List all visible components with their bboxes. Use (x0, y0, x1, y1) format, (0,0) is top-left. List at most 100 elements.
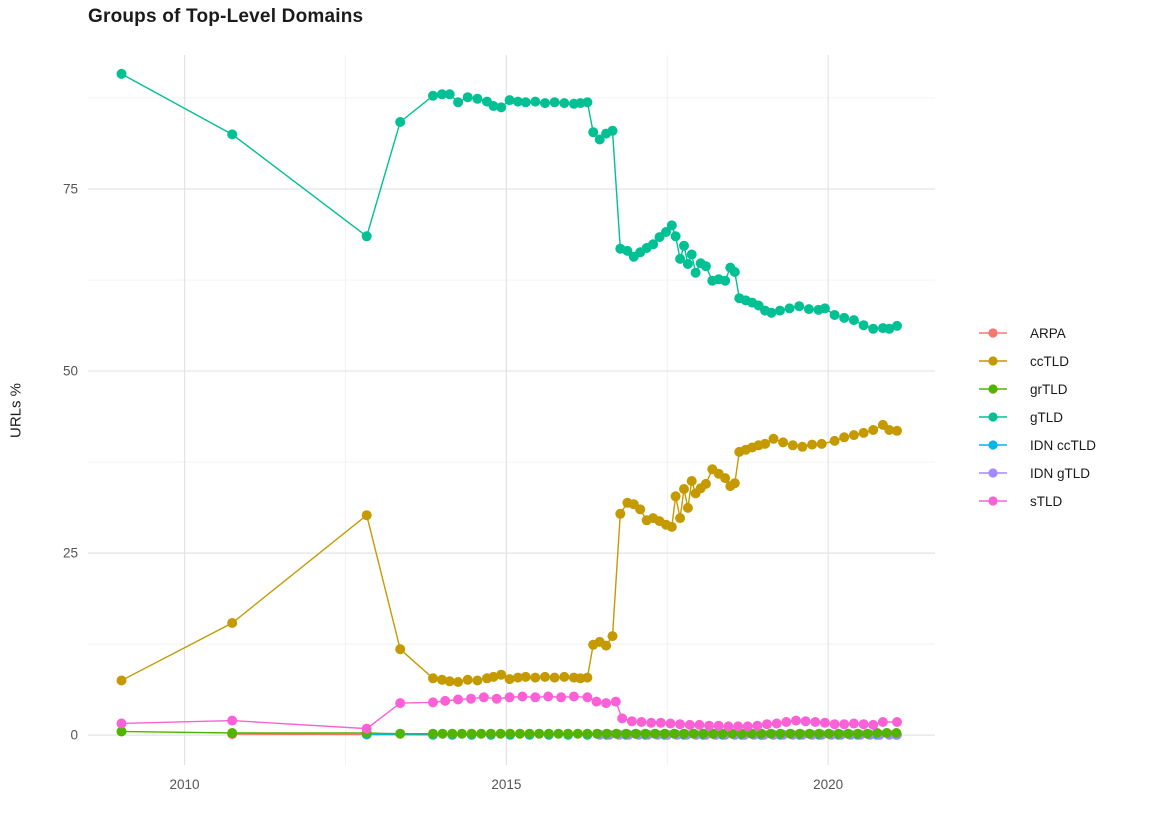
data-point-grtld (804, 728, 815, 739)
data-point-gtld (858, 320, 869, 331)
data-point-cctld (700, 478, 711, 489)
data-point-grtld (437, 728, 448, 739)
data-point-cctld (816, 438, 827, 449)
data-point-cctld (488, 671, 499, 682)
data-point-stld (771, 718, 782, 729)
data-point-stld (543, 691, 554, 702)
data-point-grtld (823, 728, 834, 739)
data-point-grtld (698, 728, 709, 739)
data-point-stld (227, 715, 238, 726)
data-point-gtld (829, 310, 840, 320)
data-point-stld (601, 698, 612, 709)
data-point-stld (636, 717, 647, 727)
data-point-stld (116, 718, 127, 729)
data-point-cctld (635, 504, 646, 515)
data-point-gtld (670, 231, 681, 242)
legend-key-icon (978, 494, 1008, 508)
y-tick-label: 0 (70, 728, 78, 743)
data-point-cctld (615, 508, 626, 519)
data-point-grtld (843, 728, 854, 739)
legend-item-cctld: ccTLD (978, 347, 1096, 375)
data-point-cctld (472, 675, 483, 686)
x-tick-label: 2015 (491, 777, 521, 792)
data-point-stld (466, 693, 476, 704)
data-point-grtld (650, 728, 660, 739)
legend-item-idn-gtld: IDN gTLD (978, 459, 1096, 487)
data-point-stld (800, 716, 811, 727)
data-point-grtld (852, 728, 863, 739)
data-point-grtld (572, 728, 583, 739)
data-point-cctld (829, 435, 840, 446)
data-point-cctld (582, 672, 593, 683)
legend-item-idn-cctld: IDN ccTLD (978, 431, 1096, 459)
data-point-grtld (582, 728, 593, 739)
data-point-grtld (495, 728, 506, 739)
legend-label: IDN gTLD (1030, 465, 1091, 481)
data-point-cctld (504, 674, 515, 685)
data-point-cctld (462, 674, 473, 685)
data-point-grtld (395, 728, 406, 739)
data-point-cctld (670, 491, 681, 502)
legend: ARPA ccTLD grTLD gTLD IDN ccTLD IDN gTLD sTLD (978, 319, 1096, 515)
data-point-gtld (892, 320, 902, 331)
data-point-grtld (679, 728, 689, 739)
data-point-grtld (862, 728, 873, 739)
data-point-stld (591, 696, 602, 707)
data-point-grtld (456, 728, 467, 739)
legend-key-icon (978, 354, 1008, 368)
data-point-stld (733, 721, 744, 732)
data-point-cctld (395, 644, 406, 655)
data-point-grtld (659, 728, 670, 739)
data-point-stld (694, 719, 705, 730)
legend-key-icon (978, 466, 1008, 480)
data-point-grtld (785, 728, 796, 739)
data-point-cctld (858, 427, 869, 438)
data-point-grtld (563, 728, 574, 739)
legend-key-icon (978, 326, 1008, 340)
data-point-cctld (520, 671, 531, 682)
data-point-grtld (601, 728, 612, 739)
data-point-grtld (466, 728, 477, 739)
data-point-stld (655, 717, 666, 728)
data-point-grtld (514, 728, 525, 739)
data-point-cctld (549, 672, 560, 683)
data-point-gtld (700, 261, 711, 272)
data-point-gtld (661, 227, 671, 237)
data-point-grtld (476, 728, 487, 739)
data-point-gtld (720, 275, 731, 286)
plot-panel (88, 55, 935, 765)
data-point-stld (810, 717, 821, 727)
data-point-cctld (848, 430, 859, 441)
data-point-gtld (559, 98, 570, 109)
data-point-stld (791, 715, 801, 726)
data-point-stld (440, 695, 451, 706)
data-point-cctld (720, 473, 731, 484)
data-point-gtld (679, 240, 689, 251)
legend-item-grtld: grTLD (978, 375, 1096, 403)
data-point-stld (478, 692, 489, 703)
legend-key-icon (978, 410, 1008, 424)
data-point-gtld (472, 93, 483, 104)
legend-item-arpa: ARPA (978, 319, 1096, 347)
data-point-gtld (116, 68, 127, 79)
data-point-stld (704, 720, 715, 731)
data-point-gtld (504, 95, 515, 106)
data-point-stld (742, 721, 753, 732)
data-point-cctld (807, 439, 818, 450)
data-point-cctld (116, 675, 127, 686)
data-point-gtld (884, 323, 895, 334)
data-point-stld (781, 717, 792, 727)
data-point-cctld (729, 478, 740, 489)
data-point-gtld (540, 98, 550, 109)
data-point-gtld (227, 129, 238, 140)
data-point-gtld (428, 90, 438, 101)
data-point-grtld (611, 728, 622, 739)
data-point-gtld (682, 259, 693, 269)
data-point-gtld (588, 127, 599, 138)
data-point-gtld (437, 89, 447, 100)
data-point-stld (868, 719, 879, 730)
data-point-stld (504, 692, 515, 703)
data-point-cctld (778, 437, 789, 448)
data-point-grtld (447, 728, 458, 739)
